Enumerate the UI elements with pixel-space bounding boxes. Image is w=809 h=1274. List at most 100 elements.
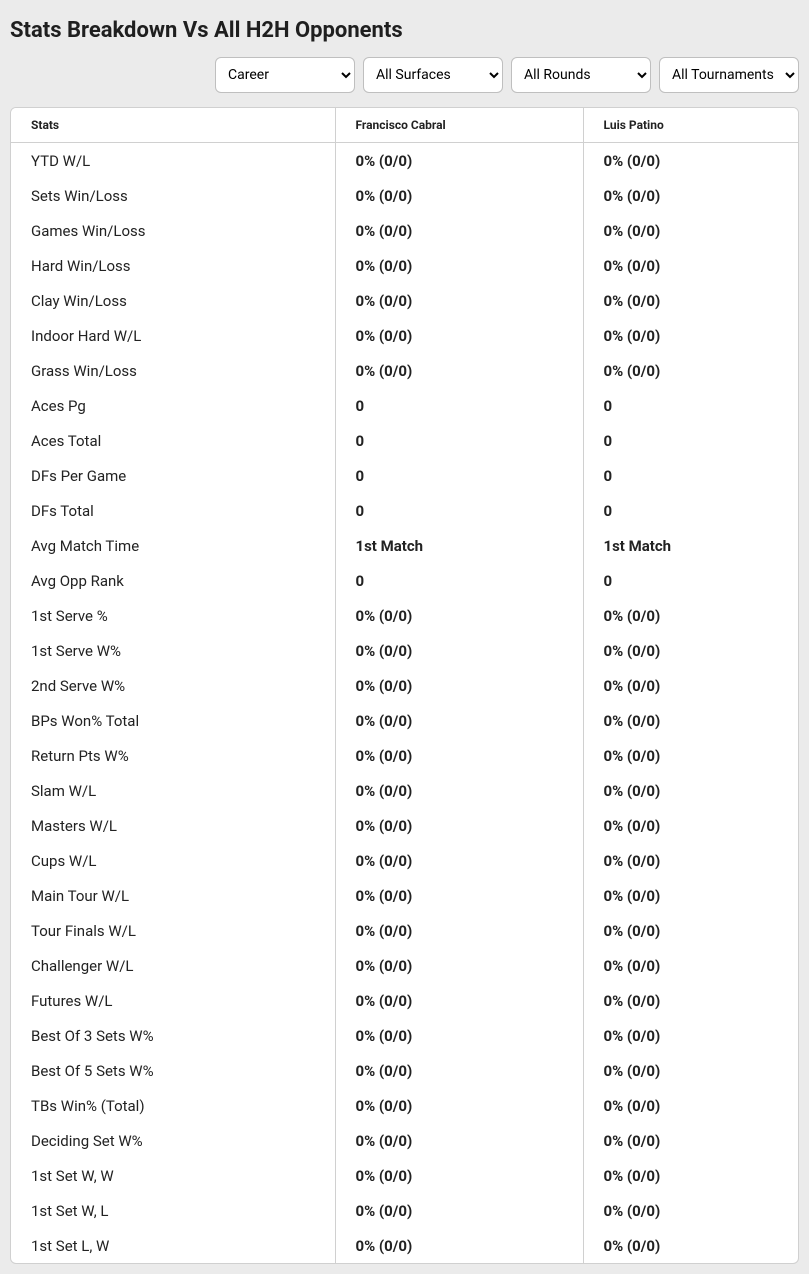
player2-value: 0% (0/0) bbox=[583, 738, 798, 773]
player2-value: 0% (0/0) bbox=[583, 878, 798, 913]
player1-value: 1st Match bbox=[335, 528, 583, 563]
stats-table-container: Stats Francisco Cabral Luis Patino YTD W… bbox=[10, 107, 799, 1264]
player2-value: 0% (0/0) bbox=[583, 668, 798, 703]
player2-value: 0% (0/0) bbox=[583, 143, 798, 179]
column-header-player2: Luis Patino bbox=[583, 108, 798, 143]
table-row: Return Pts W%0% (0/0)0% (0/0) bbox=[11, 738, 798, 773]
stat-label: 1st Serve % bbox=[11, 598, 335, 633]
stat-label: 1st Set W, L bbox=[11, 1193, 335, 1228]
player1-value: 0 bbox=[335, 423, 583, 458]
table-row: Avg Opp Rank00 bbox=[11, 563, 798, 598]
stat-label: Challenger W/L bbox=[11, 948, 335, 983]
table-row: 2nd Serve W%0% (0/0)0% (0/0) bbox=[11, 668, 798, 703]
player1-value: 0 bbox=[335, 458, 583, 493]
column-header-stats: Stats bbox=[11, 108, 335, 143]
table-row: Masters W/L0% (0/0)0% (0/0) bbox=[11, 808, 798, 843]
stat-label: BPs Won% Total bbox=[11, 703, 335, 738]
player2-value: 0% (0/0) bbox=[583, 283, 798, 318]
player2-value: 0 bbox=[583, 423, 798, 458]
table-row: DFs Total00 bbox=[11, 493, 798, 528]
player2-value: 0% (0/0) bbox=[583, 913, 798, 948]
player1-value: 0% (0/0) bbox=[335, 598, 583, 633]
table-row: 1st Serve %0% (0/0)0% (0/0) bbox=[11, 598, 798, 633]
player1-value: 0% (0/0) bbox=[335, 1158, 583, 1193]
stat-label: Grass Win/Loss bbox=[11, 353, 335, 388]
player1-value: 0% (0/0) bbox=[335, 1123, 583, 1158]
player1-value: 0% (0/0) bbox=[335, 668, 583, 703]
player2-value: 0% (0/0) bbox=[583, 1193, 798, 1228]
stat-label: Avg Match Time bbox=[11, 528, 335, 563]
table-header-row: Stats Francisco Cabral Luis Patino bbox=[11, 108, 798, 143]
player1-value: 0% (0/0) bbox=[335, 213, 583, 248]
table-row: 1st Set W, L0% (0/0)0% (0/0) bbox=[11, 1193, 798, 1228]
player1-value: 0% (0/0) bbox=[335, 738, 583, 773]
player1-value: 0% (0/0) bbox=[335, 843, 583, 878]
table-row: YTD W/L0% (0/0)0% (0/0) bbox=[11, 143, 798, 179]
player2-value: 0% (0/0) bbox=[583, 948, 798, 983]
stat-label: Avg Opp Rank bbox=[11, 563, 335, 598]
player2-value: 0% (0/0) bbox=[583, 598, 798, 633]
stat-label: Main Tour W/L bbox=[11, 878, 335, 913]
stat-label: TBs Win% (Total) bbox=[11, 1088, 335, 1123]
player1-value: 0% (0/0) bbox=[335, 983, 583, 1018]
stat-label: 1st Set L, W bbox=[11, 1228, 335, 1263]
player2-value: 0% (0/0) bbox=[583, 1158, 798, 1193]
player1-value: 0% (0/0) bbox=[335, 1193, 583, 1228]
stat-label: Games Win/Loss bbox=[11, 213, 335, 248]
player1-value: 0% (0/0) bbox=[335, 948, 583, 983]
player1-value: 0% (0/0) bbox=[335, 1018, 583, 1053]
player1-value: 0% (0/0) bbox=[335, 773, 583, 808]
stat-label: Clay Win/Loss bbox=[11, 283, 335, 318]
player2-value: 0% (0/0) bbox=[583, 1053, 798, 1088]
player1-value: 0% (0/0) bbox=[335, 353, 583, 388]
player2-value: 0 bbox=[583, 493, 798, 528]
table-row: Cups W/L0% (0/0)0% (0/0) bbox=[11, 843, 798, 878]
table-row: Games Win/Loss0% (0/0)0% (0/0) bbox=[11, 213, 798, 248]
stats-table: Stats Francisco Cabral Luis Patino YTD W… bbox=[11, 108, 798, 1263]
player2-value: 0% (0/0) bbox=[583, 178, 798, 213]
table-row: Sets Win/Loss0% (0/0)0% (0/0) bbox=[11, 178, 798, 213]
player2-value: 0% (0/0) bbox=[583, 1123, 798, 1158]
timeframe-select[interactable]: Career bbox=[215, 57, 355, 93]
stat-label: 1st Serve W% bbox=[11, 633, 335, 668]
table-row: Best Of 5 Sets W%0% (0/0)0% (0/0) bbox=[11, 1053, 798, 1088]
stat-label: Tour Finals W/L bbox=[11, 913, 335, 948]
surface-select[interactable]: All Surfaces bbox=[363, 57, 503, 93]
player1-value: 0 bbox=[335, 493, 583, 528]
player2-value: 0% (0/0) bbox=[583, 1228, 798, 1263]
table-row: Deciding Set W%0% (0/0)0% (0/0) bbox=[11, 1123, 798, 1158]
filter-bar: Career All Surfaces All Rounds All Tourn… bbox=[10, 57, 799, 93]
stat-label: Cups W/L bbox=[11, 843, 335, 878]
table-row: Clay Win/Loss0% (0/0)0% (0/0) bbox=[11, 283, 798, 318]
player1-value: 0% (0/0) bbox=[335, 143, 583, 179]
table-row: Aces Pg00 bbox=[11, 388, 798, 423]
tournament-select[interactable]: All Tournaments bbox=[659, 57, 799, 93]
stat-label: 2nd Serve W% bbox=[11, 668, 335, 703]
table-row: TBs Win% (Total)0% (0/0)0% (0/0) bbox=[11, 1088, 798, 1123]
table-row: Tour Finals W/L0% (0/0)0% (0/0) bbox=[11, 913, 798, 948]
table-row: 1st Set L, W0% (0/0)0% (0/0) bbox=[11, 1228, 798, 1263]
stat-label: Hard Win/Loss bbox=[11, 248, 335, 283]
player2-value: 1st Match bbox=[583, 528, 798, 563]
player2-value: 0% (0/0) bbox=[583, 353, 798, 388]
round-select[interactable]: All Rounds bbox=[511, 57, 651, 93]
stat-label: Return Pts W% bbox=[11, 738, 335, 773]
table-row: Main Tour W/L0% (0/0)0% (0/0) bbox=[11, 878, 798, 913]
stat-label: DFs Total bbox=[11, 493, 335, 528]
player1-value: 0% (0/0) bbox=[335, 178, 583, 213]
table-row: 1st Set W, W0% (0/0)0% (0/0) bbox=[11, 1158, 798, 1193]
stat-label: Sets Win/Loss bbox=[11, 178, 335, 213]
stat-label: DFs Per Game bbox=[11, 458, 335, 493]
player1-value: 0% (0/0) bbox=[335, 633, 583, 668]
player2-value: 0% (0/0) bbox=[583, 248, 798, 283]
player1-value: 0% (0/0) bbox=[335, 318, 583, 353]
player1-value: 0% (0/0) bbox=[335, 1088, 583, 1123]
player1-value: 0 bbox=[335, 563, 583, 598]
table-row: BPs Won% Total0% (0/0)0% (0/0) bbox=[11, 703, 798, 738]
player2-value: 0 bbox=[583, 388, 798, 423]
stat-label: YTD W/L bbox=[11, 143, 335, 179]
table-row: Best Of 3 Sets W%0% (0/0)0% (0/0) bbox=[11, 1018, 798, 1053]
player1-value: 0 bbox=[335, 388, 583, 423]
table-row: Slam W/L0% (0/0)0% (0/0) bbox=[11, 773, 798, 808]
stat-label: Aces Pg bbox=[11, 388, 335, 423]
